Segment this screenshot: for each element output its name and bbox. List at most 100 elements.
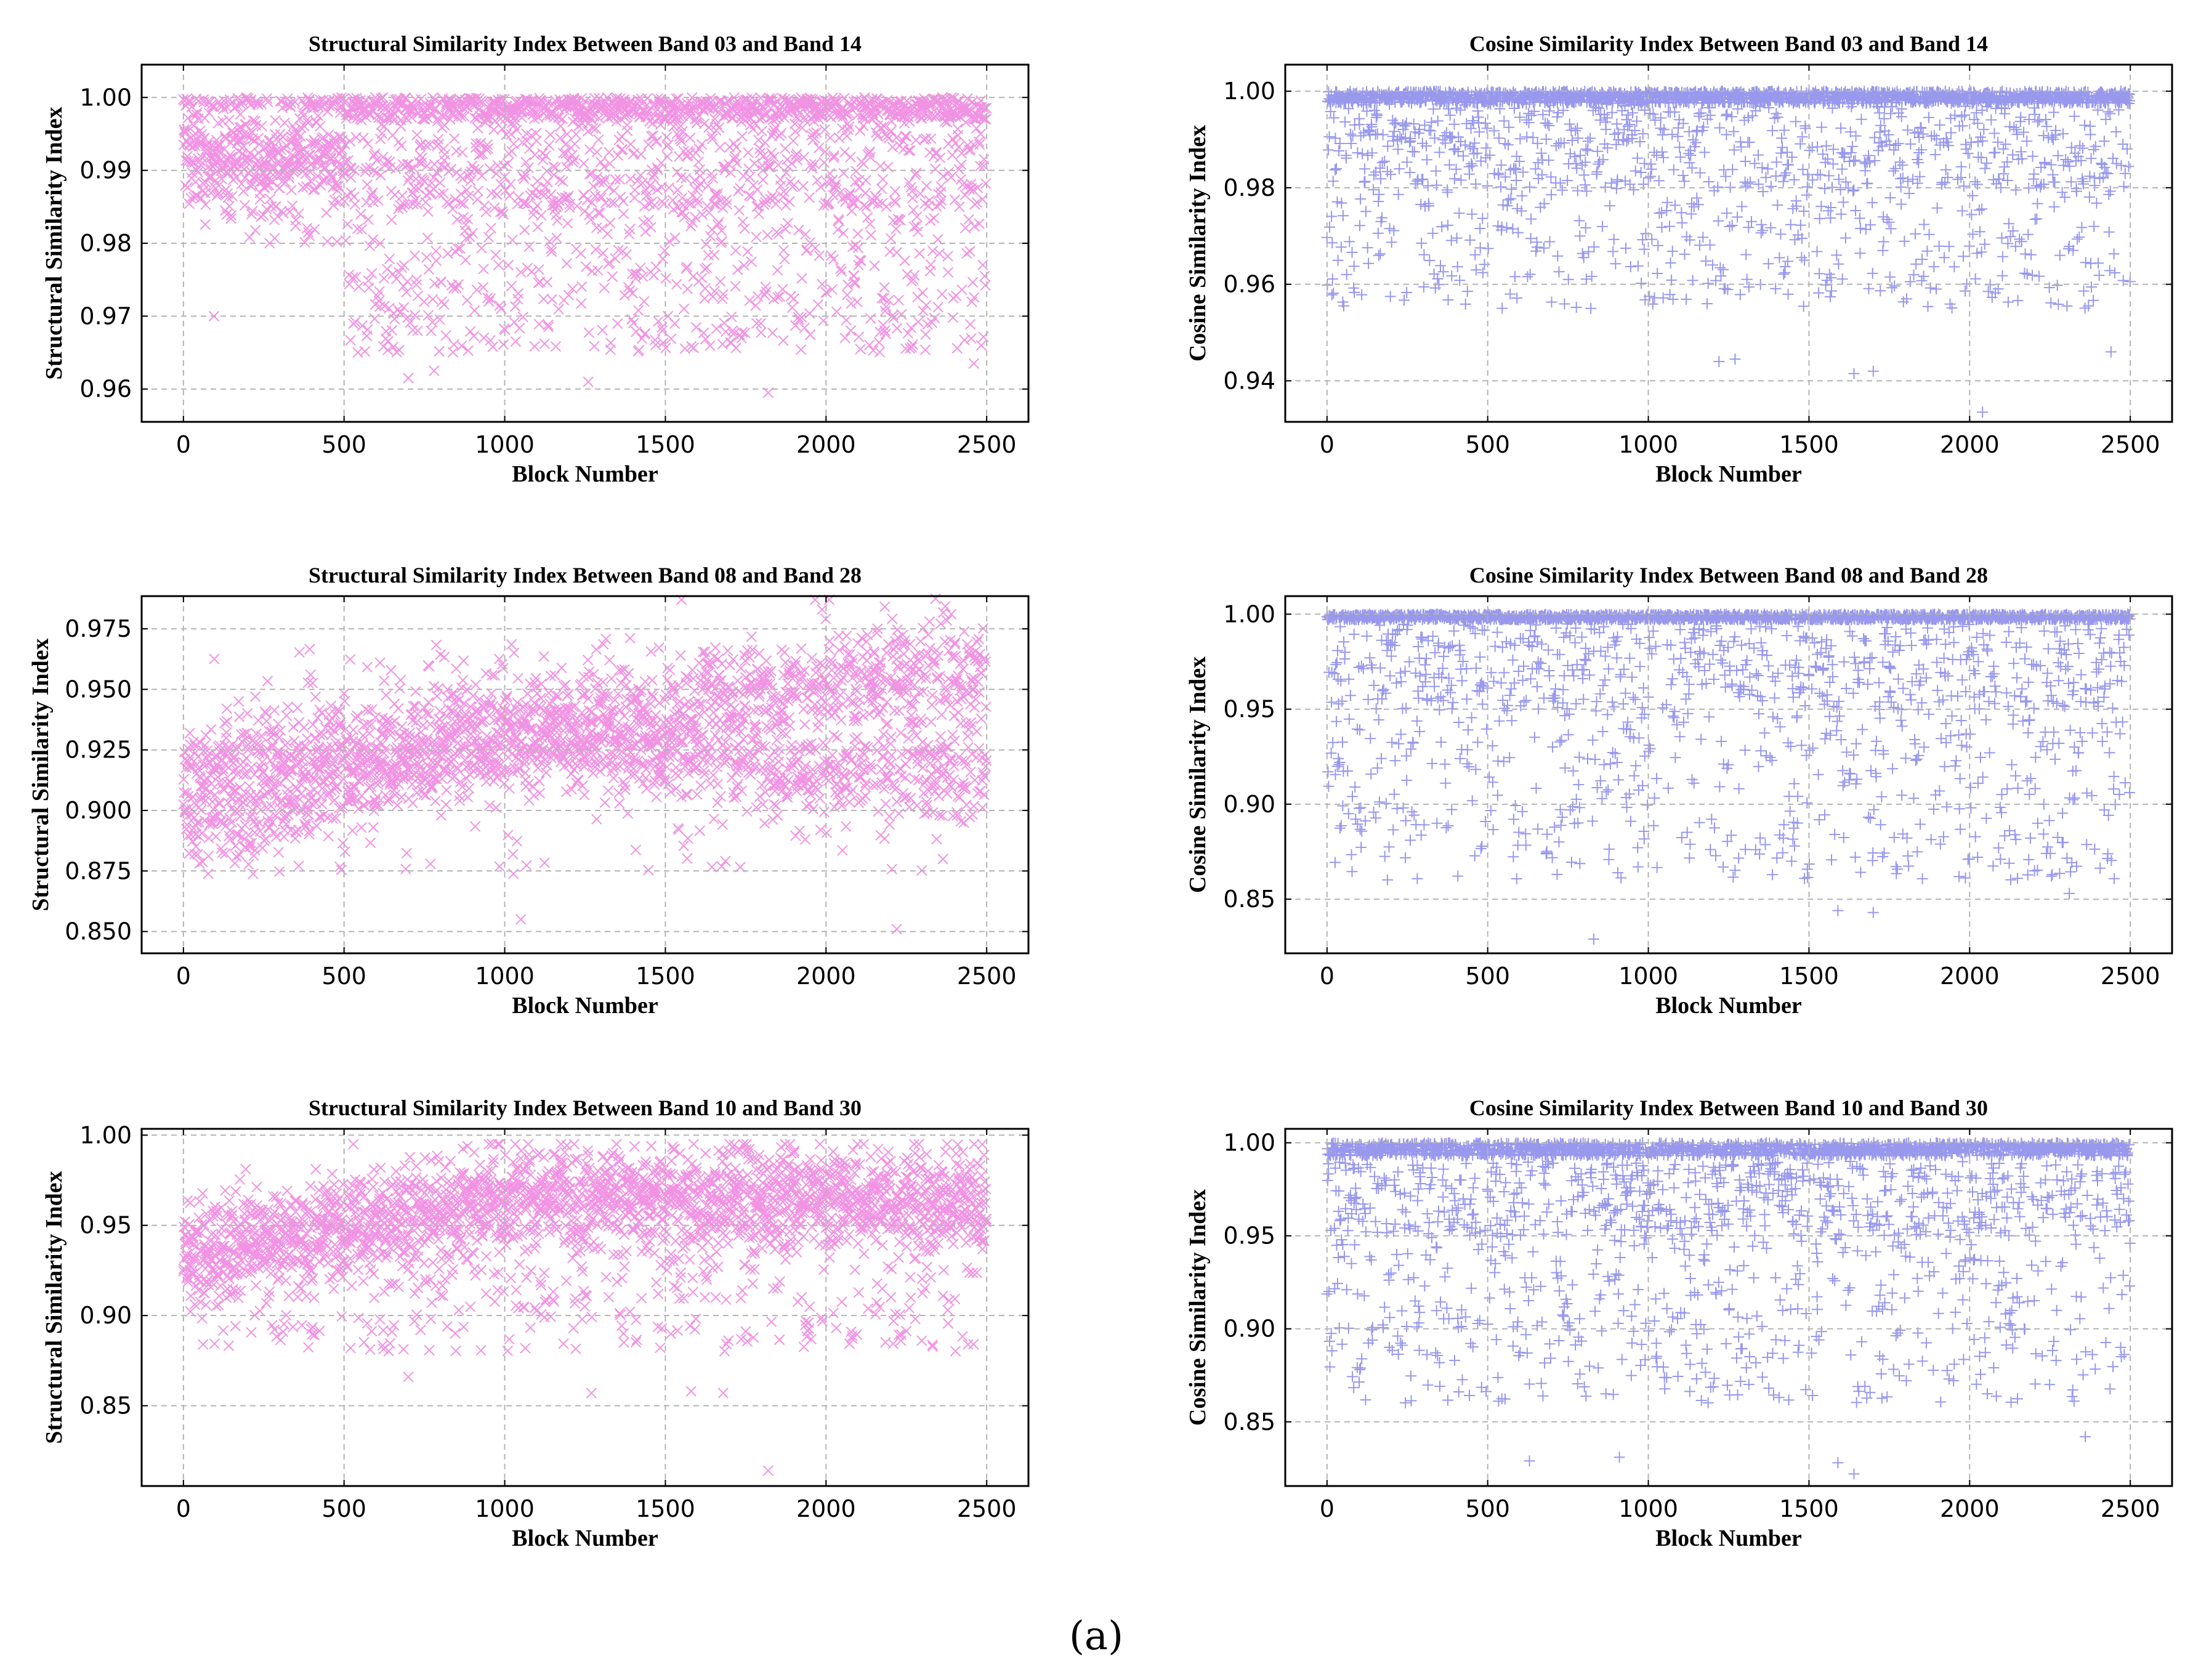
- chart-title: Cosine Similarity Index Between Band 08 …: [1469, 563, 1988, 588]
- y-tick-label: 0.850: [65, 918, 132, 945]
- scatter-markers: [1321, 608, 2136, 945]
- y-tick-label: 0.925: [65, 737, 132, 764]
- x-tick-label: 2000: [1940, 963, 2000, 990]
- scatter-points: [1321, 86, 2136, 418]
- y-tick-label: 0.975: [65, 615, 132, 642]
- y-tick-label: 0.90: [1223, 1315, 1275, 1343]
- x-tick-label: 1500: [1779, 431, 1839, 458]
- x-tick-label: 0: [176, 431, 191, 458]
- x-axis-ticks: 0 500 1000 1500 2000 2500: [176, 596, 1017, 990]
- plot-frame: [1284, 63, 2173, 423]
- y-tick-label: 0.94: [1223, 367, 1275, 394]
- x-tick-label: 1500: [1779, 1495, 1839, 1522]
- x-tick-label: 0: [176, 1495, 191, 1522]
- x-tick-label: 2500: [957, 431, 1017, 458]
- y-tick-label: 0.95: [79, 1212, 132, 1239]
- x-tick-label: 0: [1320, 1495, 1335, 1522]
- x-tick-label: 0: [176, 963, 191, 990]
- y-tick-label: 0.95: [1223, 1222, 1275, 1250]
- y-tick-label: 0.90: [79, 1302, 132, 1329]
- scatter-markers: [1321, 86, 2136, 418]
- y-axis-ticks: 0.85 0.90 0.95 1.00: [79, 1121, 1028, 1420]
- x-tick-label: 2000: [796, 963, 856, 990]
- y-tick-label: 0.85: [79, 1392, 132, 1420]
- plot-frame: [1284, 1128, 2173, 1487]
- x-tick-label: 2500: [2101, 1495, 2160, 1522]
- x-tick-label: 1500: [636, 431, 695, 458]
- cosine-band10-band30-chart: Cosine Similarity Index Between Band 10 …: [1185, 1096, 2173, 1551]
- plot-frame: [1284, 595, 2173, 955]
- x-tick-label: 0: [1320, 431, 1335, 458]
- y-axis-ticks: 0.85 0.90 0.95 1.00: [1223, 1129, 2172, 1436]
- x-tick-label: 1000: [475, 963, 535, 990]
- plot-frame: [140, 1128, 1030, 1487]
- y-tick-label: 0.85: [1223, 1408, 1275, 1436]
- scatter-markers: [1321, 1137, 2136, 1480]
- y-axis-label: Structural Similarity Index: [41, 1171, 67, 1444]
- y-tick-label: 0.98: [79, 230, 132, 257]
- gridlines: [142, 596, 1028, 953]
- y-tick-label: 1.00: [1223, 600, 1275, 628]
- y-tick-label: 0.900: [65, 797, 132, 824]
- x-tick-label: 2000: [796, 1495, 856, 1522]
- x-tick-label: 2500: [957, 1495, 1017, 1522]
- scatter-points: [178, 593, 992, 935]
- x-tick-label: 0: [1320, 963, 1335, 990]
- x-axis-label: Block Number: [1655, 461, 1802, 487]
- y-tick-label: 0.90: [1223, 791, 1275, 818]
- x-tick-label: 1000: [1618, 431, 1678, 458]
- ssim-band03-band14-chart: Structural Similarity Index Between Band…: [41, 31, 1030, 487]
- gridlines: [142, 1129, 1028, 1486]
- y-axis-label: Cosine Similarity Index: [1185, 1189, 1211, 1426]
- y-tick-label: 1.00: [1223, 78, 1275, 105]
- x-tick-label: 1500: [636, 1495, 695, 1522]
- gridlines: [142, 65, 1028, 422]
- x-tick-label: 500: [1465, 431, 1510, 458]
- x-tick-label: 500: [321, 431, 366, 458]
- chart-title: Cosine Similarity Index Between Band 10 …: [1469, 1096, 1988, 1120]
- scatter-points: [1321, 608, 2136, 945]
- ssim-band08-band28-chart: Structural Similarity Index Between Band…: [28, 563, 1030, 1019]
- gridlines: [1285, 65, 2172, 422]
- x-tick-label: 2000: [796, 431, 856, 458]
- y-tick-label: 0.98: [1223, 174, 1275, 201]
- y-tick-label: 0.875: [65, 857, 132, 884]
- y-tick-label: 1.00: [79, 1121, 132, 1149]
- chart-title: Structural Similarity Index Between Band…: [309, 1096, 862, 1120]
- x-axis-ticks: 0 500 1000 1500 2000 2500: [176, 65, 1017, 458]
- x-tick-label: 1500: [636, 963, 695, 990]
- y-tick-label: 0.99: [79, 157, 132, 184]
- scatter-markers: [178, 593, 992, 935]
- x-tick-label: 500: [321, 1495, 366, 1522]
- plot-frame: [140, 595, 1030, 955]
- x-axis-label: Block Number: [512, 461, 658, 487]
- y-axis-label: Cosine Similarity Index: [1185, 656, 1211, 893]
- cosine-band08-band28-chart: Cosine Similarity Index Between Band 08 …: [1185, 563, 2173, 1019]
- y-tick-label: 0.97: [79, 302, 132, 329]
- x-tick-label: 2500: [2101, 963, 2160, 990]
- x-tick-label: 2000: [1940, 1495, 2000, 1522]
- scatter-markers: [178, 1139, 992, 1476]
- scatter-points: [1321, 1137, 2136, 1480]
- y-axis-label: Structural Similarity Index: [28, 638, 54, 911]
- y-axis-ticks: 0.85 0.90 0.95 1.00: [1223, 600, 2172, 913]
- scatter-points: [178, 1139, 992, 1476]
- x-axis-label: Block Number: [512, 1525, 658, 1551]
- y-axis-ticks: 0.94 0.96 0.98 1.00: [1223, 78, 2172, 394]
- y-tick-label: 1.00: [1223, 1129, 1275, 1157]
- x-tick-label: 1000: [475, 1495, 535, 1522]
- x-tick-label: 1000: [475, 431, 535, 458]
- x-axis-label: Block Number: [1655, 993, 1802, 1019]
- x-tick-label: 500: [321, 963, 366, 990]
- x-axis-ticks: 0 500 1000 1500 2000 2500: [176, 1129, 1017, 1522]
- x-axis-label: Block Number: [1655, 1525, 1802, 1551]
- chart-title: Structural Similarity Index Between Band…: [309, 563, 862, 588]
- y-axis-ticks: 0.850 0.875 0.900 0.925 0.950 0.975: [65, 615, 1028, 945]
- x-tick-label: 1000: [1618, 1495, 1678, 1522]
- x-axis-ticks: 0 500 1000 1500 2000 2500: [1320, 1129, 2160, 1522]
- y-tick-label: 0.950: [65, 676, 132, 703]
- x-axis-ticks: 0 500 1000 1500 2000 2500: [1320, 596, 2160, 990]
- chart-title: Cosine Similarity Index Between Band 03 …: [1469, 31, 1988, 56]
- y-tick-label: 0.96: [1223, 271, 1275, 298]
